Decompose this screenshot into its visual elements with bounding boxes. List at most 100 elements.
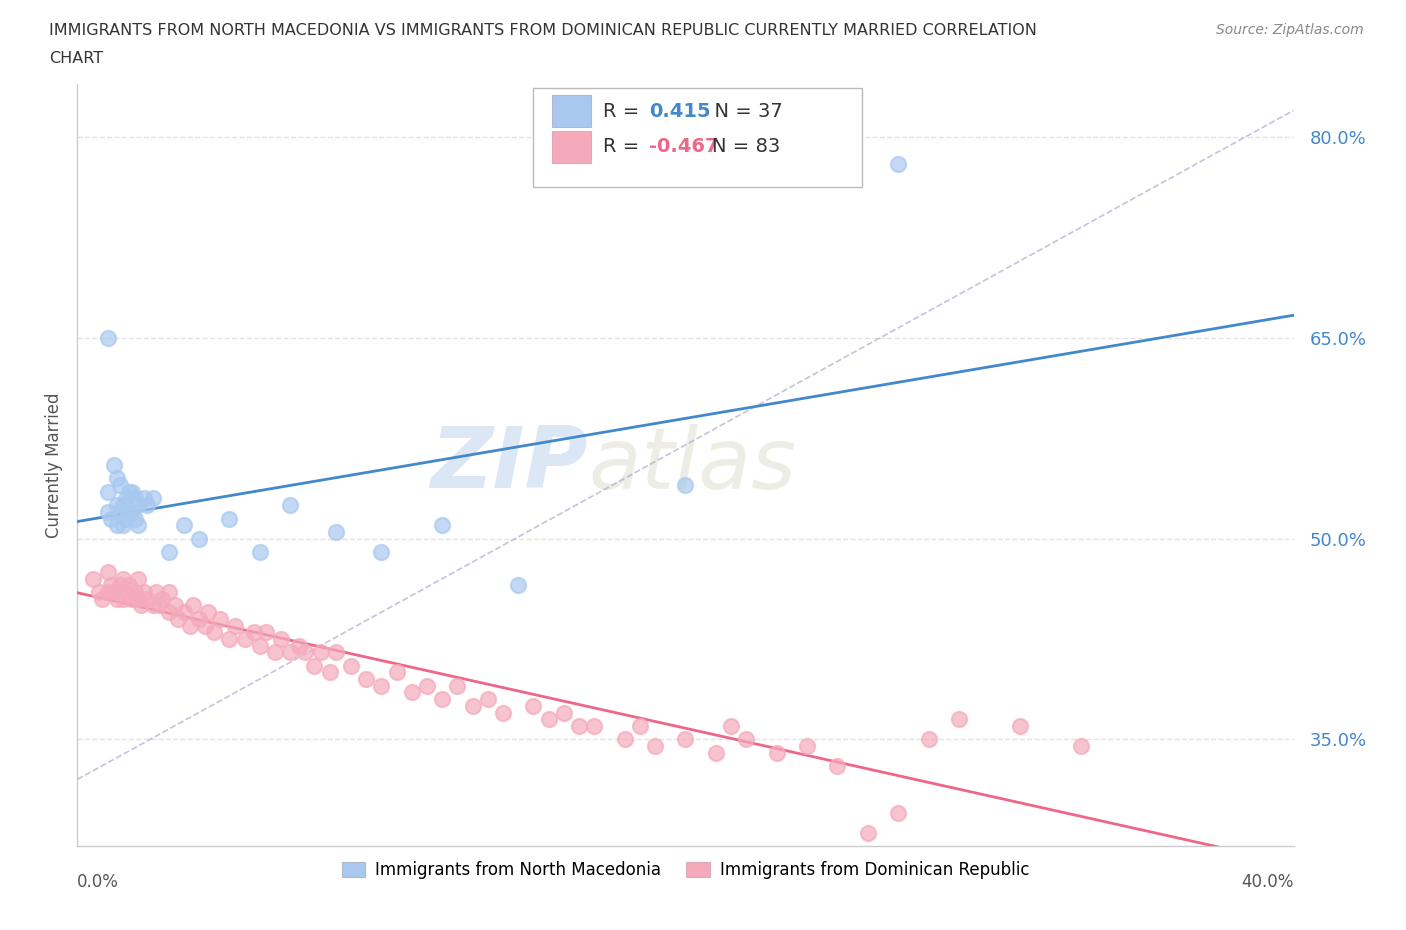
Point [553, 705, 575, 720]
Point [233, 631, 256, 646]
Point [704, 745, 727, 760]
Point [370, 678, 392, 693]
Point [105, 518, 128, 533]
Point [735, 732, 758, 747]
Point [142, 491, 165, 506]
Point [134, 491, 156, 506]
Point [209, 611, 232, 626]
Point [181, 598, 204, 613]
FancyBboxPatch shape [551, 131, 591, 163]
Text: -0.467: -0.467 [650, 138, 718, 156]
Point [136, 591, 159, 606]
Point [179, 618, 201, 633]
Legend: Immigrants from North Macedonia, Immigrants from Dominican Republic: Immigrants from North Macedonia, Immigra… [333, 853, 1038, 887]
Point [264, 644, 287, 659]
Point [254, 625, 277, 640]
Text: R =: R = [603, 138, 645, 156]
Point [108, 578, 131, 592]
Point [675, 478, 697, 493]
Point [103, 458, 125, 472]
Point [340, 658, 363, 673]
Point [105, 498, 128, 512]
Point [720, 719, 742, 734]
Point [887, 805, 910, 820]
Point [152, 591, 174, 606]
Point [108, 478, 131, 493]
Point [644, 738, 666, 753]
Point [134, 585, 156, 600]
Point [948, 711, 970, 726]
Point [318, 665, 340, 680]
Text: 0.415: 0.415 [650, 101, 710, 121]
Point [97, 504, 120, 519]
Point [370, 545, 392, 560]
Point [127, 498, 149, 512]
Point [224, 618, 246, 633]
Point [124, 491, 146, 506]
Point [477, 692, 499, 707]
Point [121, 504, 143, 519]
Point [118, 485, 141, 499]
Point [111, 518, 134, 533]
Y-axis label: Currently Married: Currently Married [45, 392, 63, 538]
Point [118, 578, 141, 592]
Point [111, 591, 134, 606]
Point [124, 585, 146, 600]
Point [218, 512, 240, 526]
Point [278, 644, 301, 659]
Point [173, 518, 195, 533]
Text: Source: ZipAtlas.com: Source: ZipAtlas.com [1216, 23, 1364, 37]
Point [278, 498, 301, 512]
Point [118, 504, 141, 519]
Point [294, 644, 316, 659]
Point [325, 644, 347, 659]
Point [188, 531, 211, 546]
Point [105, 591, 128, 606]
Point [461, 698, 484, 713]
Text: R =: R = [603, 101, 645, 121]
Point [354, 671, 377, 686]
Point [136, 498, 159, 512]
Point [148, 598, 170, 613]
Text: ZIP: ZIP [430, 423, 588, 507]
Point [115, 512, 138, 526]
Point [401, 685, 423, 700]
Point [87, 585, 110, 600]
Point [157, 585, 180, 600]
Point [1008, 719, 1031, 734]
Point [157, 545, 180, 560]
Point [127, 591, 149, 606]
Point [194, 618, 217, 633]
Point [145, 585, 167, 600]
Point [115, 491, 138, 506]
Point [100, 512, 122, 526]
Point [325, 525, 347, 539]
Point [115, 585, 138, 600]
Point [309, 644, 332, 659]
Point [163, 598, 186, 613]
Point [446, 678, 468, 693]
Point [288, 638, 311, 653]
Point [522, 698, 544, 713]
Point [121, 591, 143, 606]
Point [827, 759, 849, 774]
Point [103, 585, 125, 600]
Point [508, 578, 530, 592]
Point [430, 518, 453, 533]
Text: 0.0%: 0.0% [77, 873, 120, 891]
Point [492, 705, 515, 720]
Point [97, 585, 120, 600]
Point [111, 571, 134, 586]
Point [416, 678, 439, 693]
Point [127, 518, 149, 533]
Point [270, 631, 292, 646]
Point [111, 498, 134, 512]
Point [188, 611, 211, 626]
Point [249, 638, 271, 653]
Point [166, 611, 188, 626]
Point [127, 571, 149, 586]
Point [97, 565, 120, 579]
Point [218, 631, 240, 646]
Point [97, 330, 120, 345]
Text: IMMIGRANTS FROM NORTH MACEDONIA VS IMMIGRANTS FROM DOMINICAN REPUBLIC CURRENTLY : IMMIGRANTS FROM NORTH MACEDONIA VS IMMIG… [49, 23, 1038, 38]
